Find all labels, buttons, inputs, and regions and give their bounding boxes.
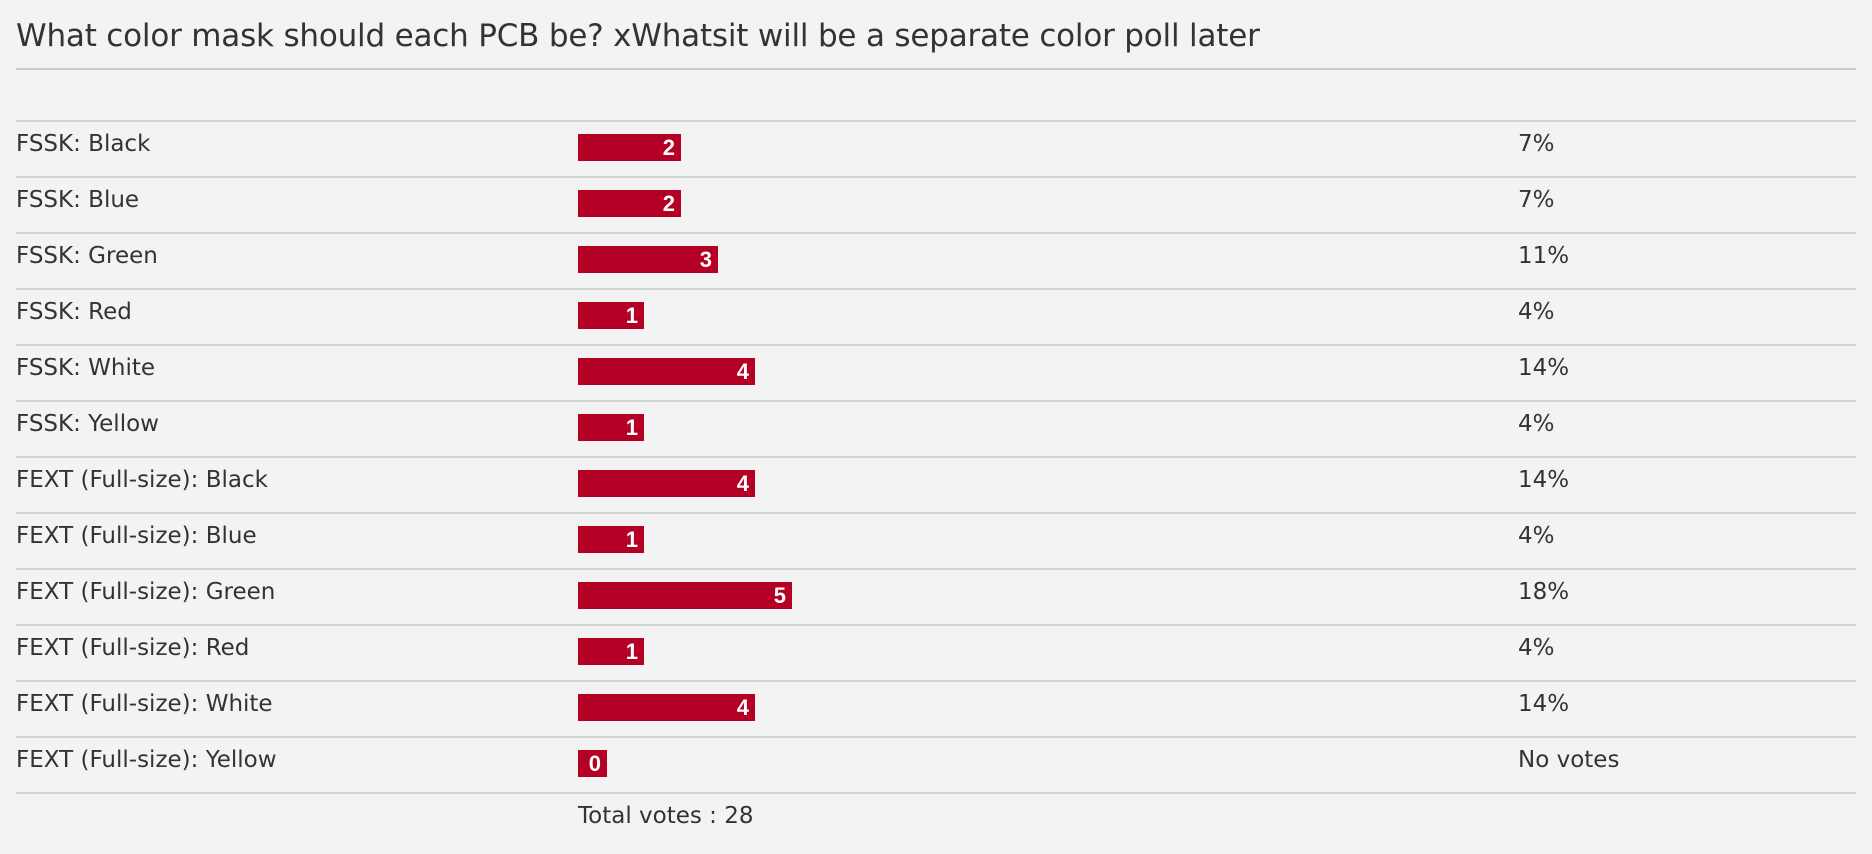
poll-option-label: FSSK: Green <box>16 243 158 269</box>
poll-option-label: FEXT (Full-size): Green <box>16 579 276 605</box>
poll-option-row: FEXT (Full-size): Blue 1 4% <box>16 514 1856 570</box>
poll-option-row: FSSK: Green 3 11% <box>16 234 1856 290</box>
poll-vote-bar: 1 <box>578 302 644 329</box>
poll-question-title: What color mask should each PCB be? xWha… <box>16 0 1856 70</box>
poll-vote-bar: 2 <box>578 134 681 161</box>
poll-vote-bar: 1 <box>578 414 644 441</box>
poll-vote-bar: 2 <box>578 190 681 217</box>
poll-vote-bar: 1 <box>578 638 644 665</box>
poll-option-label: FSSK: White <box>16 355 156 381</box>
poll-option-percent: No votes <box>1518 747 1620 773</box>
poll-option-percent: 14% <box>1518 467 1570 493</box>
poll-option-label: FEXT (Full-size): Blue <box>16 523 257 549</box>
poll-option-label: FEXT (Full-size): Black <box>16 467 268 493</box>
poll-options-list: FSSK: Black 2 7% FSSK: Blue 2 7% FSSK: G… <box>16 122 1856 794</box>
poll-vote-bar: 4 <box>578 694 755 721</box>
poll-vote-bar: 4 <box>578 470 755 497</box>
poll-option-row: FSSK: Blue 2 7% <box>16 178 1856 234</box>
poll-vote-bar: 4 <box>578 358 755 385</box>
poll-option-label: FSSK: Black <box>16 131 151 157</box>
total-votes-label: Total votes : 28 <box>578 803 754 829</box>
poll-option-row: FSSK: White 4 14% <box>16 346 1856 402</box>
poll-option-row: FSSK: Black 2 7% <box>16 122 1856 178</box>
poll-option-percent: 11% <box>1518 243 1570 269</box>
poll-option-label: FEXT (Full-size): Red <box>16 635 250 661</box>
poll-option-percent: 14% <box>1518 691 1570 717</box>
poll-option-row: FEXT (Full-size): Yellow 0 No votes <box>16 738 1856 794</box>
poll-option-percent: 7% <box>1518 131 1555 157</box>
poll-option-label: FEXT (Full-size): White <box>16 691 273 717</box>
poll-option-percent: 14% <box>1518 355 1570 381</box>
poll-option-row: FEXT (Full-size): Red 1 4% <box>16 626 1856 682</box>
poll-option-percent: 4% <box>1518 299 1555 325</box>
poll-total-row: Total votes : 28 <box>16 794 1856 844</box>
poll-vote-bar: 0 <box>578 750 607 777</box>
poll-option-label: FSSK: Red <box>16 299 132 325</box>
poll-option-percent: 4% <box>1518 635 1555 661</box>
poll-vote-bar: 5 <box>578 582 792 609</box>
poll-vote-bar: 1 <box>578 526 644 553</box>
poll-option-row: FEXT (Full-size): Green 5 18% <box>16 570 1856 626</box>
poll-option-label: FSSK: Blue <box>16 187 140 213</box>
poll-option-percent: 18% <box>1518 579 1570 605</box>
poll-option-percent: 4% <box>1518 411 1555 437</box>
poll-option-percent: 7% <box>1518 187 1555 213</box>
poll-option-row: FEXT (Full-size): Black 4 14% <box>16 458 1856 514</box>
poll-option-row: FEXT (Full-size): White 4 14% <box>16 682 1856 738</box>
poll-header-spacer <box>16 70 1856 122</box>
poll-option-row: FSSK: Red 1 4% <box>16 290 1856 346</box>
poll-vote-bar: 3 <box>578 246 718 273</box>
poll-option-percent: 4% <box>1518 523 1555 549</box>
poll-option-label: FEXT (Full-size): Yellow <box>16 747 277 773</box>
poll-option-row: FSSK: Yellow 1 4% <box>16 402 1856 458</box>
poll-option-label: FSSK: Yellow <box>16 411 159 437</box>
